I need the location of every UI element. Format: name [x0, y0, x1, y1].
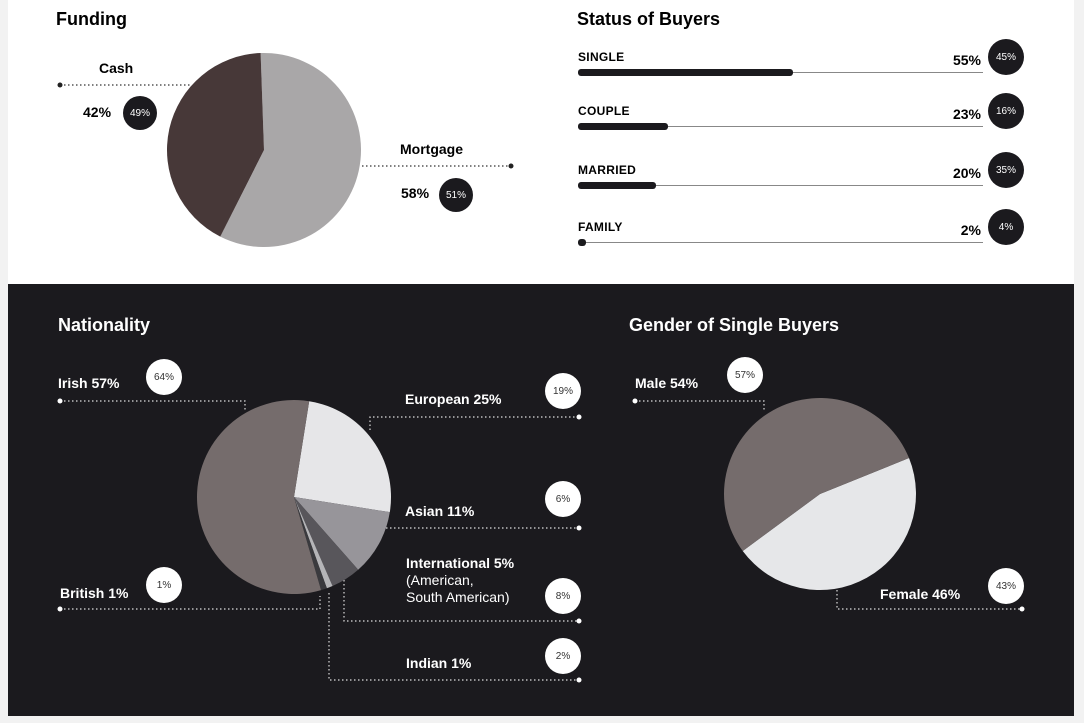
status-label-couple: COUPLE: [578, 104, 630, 118]
european-leader: [369, 416, 579, 430]
pie-slice-british: [294, 497, 327, 591]
mortgage-value: 58%: [401, 185, 430, 201]
pie-slice-european: [294, 401, 391, 513]
pie-slice-indian: [294, 497, 333, 589]
pie-slice-cash: [167, 53, 264, 237]
british-label: British 1%: [60, 585, 129, 601]
international-sub2: South American): [406, 589, 510, 605]
international-sub1: (American,: [406, 572, 474, 588]
status-bar-family: [578, 239, 586, 246]
funding-title: Funding: [56, 9, 127, 29]
pie-slice-international: [294, 497, 359, 587]
international-label: International 5%: [406, 555, 515, 571]
status-bar-single: [578, 69, 793, 76]
asian-badge: 6%: [545, 481, 581, 517]
pie-slice-mortgage: [220, 52, 361, 247]
status-label-single: SINGLE: [578, 50, 625, 64]
status-badge-family: 4%: [988, 209, 1024, 245]
status-bar-married: [578, 182, 656, 189]
male-leader: [635, 400, 765, 412]
gender-pie: [723, 397, 916, 590]
status-track-married: [578, 185, 983, 186]
british-leader: [60, 596, 321, 610]
status-value-married: 20%: [952, 165, 981, 181]
irish-badge: 64%: [146, 359, 182, 395]
indian-label: Indian 1%: [406, 655, 472, 671]
international-leader: [343, 580, 579, 622]
status-value-couple: 23%: [952, 106, 981, 122]
european-badge: 19%: [545, 373, 581, 409]
international-badge: 8%: [545, 578, 581, 614]
gender-title: Gender of Single Buyers: [629, 315, 840, 335]
status-badge-single: 45%: [988, 39, 1024, 75]
european-label: European 25%: [405, 391, 502, 407]
asian-label: Asian 11%: [405, 503, 475, 519]
leader-dots: [57, 82, 1025, 683]
irish-label: Irish 57%: [58, 375, 120, 391]
status-value-single: 55%: [952, 52, 981, 68]
nationality-pie: [196, 399, 391, 594]
status-track-family: [578, 242, 983, 243]
pie-slice-female: [742, 458, 916, 590]
mortgage-badge: 51%: [439, 178, 473, 212]
cash-label: Cash: [99, 60, 134, 76]
status-badge-married: 35%: [988, 152, 1024, 188]
mortgage-label: Mortgage: [400, 141, 463, 157]
status-badge-couple: 16%: [988, 93, 1024, 129]
status-bar-couple: [578, 123, 668, 130]
status-label-married: MARRIED: [578, 163, 637, 177]
irish-leader: [60, 400, 246, 412]
cash-value: 42%: [83, 104, 112, 120]
pie-slice-irish: [196, 399, 322, 594]
funding-pie: [167, 52, 361, 247]
pie-slice-male: [723, 397, 910, 551]
indian-badge: 2%: [545, 638, 581, 674]
pie-slice-asian: [294, 497, 390, 570]
male-badge: 57%: [727, 357, 763, 393]
cash-badge: 49%: [123, 96, 157, 130]
indian-leader: [328, 593, 579, 681]
status-track-couple: [578, 126, 983, 127]
nationality-title: Nationality: [58, 315, 151, 335]
female-label: Female 46%: [880, 586, 961, 602]
status-title: Status of Buyers: [577, 9, 721, 29]
male-label: Male 54%: [635, 375, 699, 391]
british-badge: 1%: [146, 567, 182, 603]
status-label-family: FAMILY: [578, 220, 623, 234]
status-value-family: 2%: [960, 222, 981, 238]
female-badge: 43%: [988, 568, 1024, 604]
